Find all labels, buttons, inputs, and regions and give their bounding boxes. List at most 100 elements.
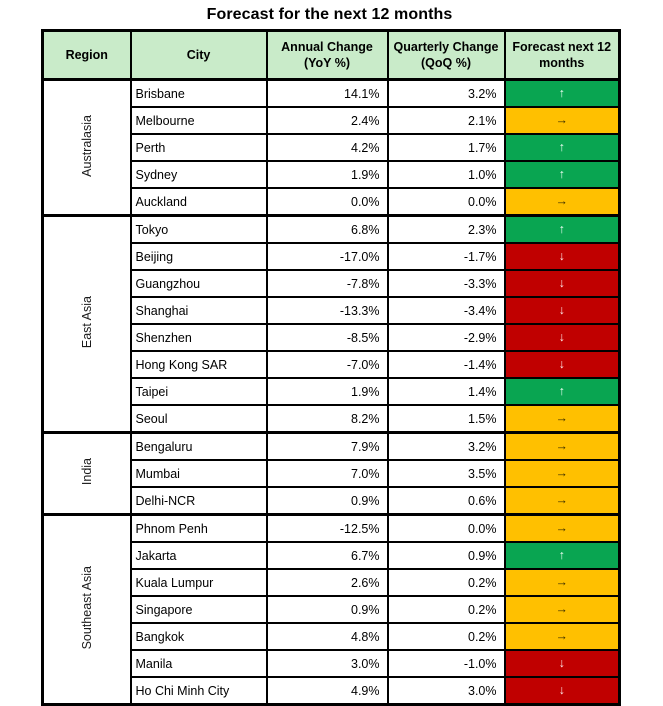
city-name: Manila <box>129 649 268 678</box>
trend-arrow-icon: ↓ <box>503 350 621 379</box>
city-name: Beijing <box>129 242 268 271</box>
city-name: Perth <box>129 133 268 162</box>
yoy-value: 2.6% <box>265 568 389 597</box>
trend-arrow-icon: ↓ <box>503 269 621 298</box>
qoq-value: 0.2% <box>386 595 506 624</box>
region-label-southeast-asia: Southeast Asia <box>41 513 132 706</box>
city-name: Jakarta <box>129 541 268 570</box>
table-row: Shanghai -13.3% -3.4% ↓ <box>43 296 621 325</box>
yoy-value: -17.0% <box>265 242 389 271</box>
region-label-east-asia: East Asia <box>41 214 132 434</box>
qoq-value: 1.7% <box>386 133 506 162</box>
yoy-value: 0.0% <box>265 187 389 217</box>
city-name: Seoul <box>129 404 268 434</box>
city-name: Brisbane <box>129 78 268 108</box>
qoq-value: 0.9% <box>386 541 506 570</box>
yoy-value: 0.9% <box>265 595 389 624</box>
trend-arrow-icon: ↑ <box>503 214 621 244</box>
column-header-forecast: Forecast next 12 months <box>503 29 621 81</box>
region-label: East Asia <box>79 296 94 349</box>
table-row: Hong Kong SAR -7.0% -1.4% ↓ <box>43 350 621 379</box>
qoq-value: 1.4% <box>386 377 506 406</box>
table-row: Mumbai 7.0% 3.5% → <box>43 459 621 488</box>
city-name: Shanghai <box>129 296 268 325</box>
yoy-value: 2.4% <box>265 106 389 135</box>
qoq-value: 0.2% <box>386 622 506 651</box>
city-name: Auckland <box>129 187 268 217</box>
qoq-value: -1.4% <box>386 350 506 379</box>
city-name: Tokyo <box>129 214 268 244</box>
forecast-table: Region City Annual Change (YoY %) Quarte… <box>41 29 621 706</box>
trend-arrow-icon: ↓ <box>503 296 621 325</box>
table-row: Southeast Asia Phnom Penh -12.5% 0.0% → <box>41 513 621 706</box>
city-name: Bengaluru <box>129 431 268 461</box>
region-label: India <box>79 458 94 486</box>
yoy-value: 6.8% <box>265 214 389 244</box>
qoq-value: 2.3% <box>386 214 506 244</box>
table-row: Auckland 0.0% 0.0% → <box>43 187 621 217</box>
city-name: Ho Chi Minh City <box>129 676 268 706</box>
trend-arrow-icon: → <box>503 595 621 624</box>
city-name: Taipei <box>129 377 268 406</box>
column-header-city: City <box>129 29 268 81</box>
qoq-value: 1.5% <box>386 404 506 434</box>
trend-arrow-icon: → <box>503 404 621 434</box>
region-label-australasia: Australasia <box>41 78 132 217</box>
city-name: Melbourne <box>129 106 268 135</box>
trend-arrow-icon: ↑ <box>503 133 621 162</box>
yoy-value: 1.9% <box>265 377 389 406</box>
qoq-value: 2.1% <box>386 106 506 135</box>
table-row: Beijing -17.0% -1.7% ↓ <box>43 242 621 271</box>
yoy-value: 4.2% <box>265 133 389 162</box>
table-row: Kuala Lumpur 2.6% 0.2% → <box>43 568 621 597</box>
table-row: East Asia Tokyo 6.8% 2.3% ↑ <box>41 214 621 434</box>
yoy-value: -8.5% <box>265 323 389 352</box>
qoq-value: 0.0% <box>386 513 506 543</box>
qoq-value: -3.4% <box>386 296 506 325</box>
qoq-value: 0.6% <box>386 486 506 516</box>
trend-arrow-icon: ↑ <box>503 541 621 570</box>
qoq-value: -3.3% <box>386 269 506 298</box>
column-header-yoy: Annual Change (YoY %) <box>265 29 389 81</box>
city-name: Guangzhou <box>129 269 268 298</box>
yoy-value: 1.9% <box>265 160 389 189</box>
table-row: Melbourne 2.4% 2.1% → <box>43 106 621 135</box>
table-row: Shenzhen -8.5% -2.9% ↓ <box>43 323 621 352</box>
page-title: Forecast for the next 12 months <box>206 6 453 23</box>
trend-arrow-icon: ↓ <box>503 323 621 352</box>
qoq-value: -1.0% <box>386 649 506 678</box>
table-row: Jakarta 6.7% 0.9% ↑ <box>43 541 621 570</box>
table-row: Sydney 1.9% 1.0% ↑ <box>43 160 621 189</box>
city-name: Hong Kong SAR <box>129 350 268 379</box>
trend-arrow-icon: ↓ <box>503 676 621 706</box>
trend-arrow-icon: → <box>503 568 621 597</box>
yoy-value: -7.0% <box>265 350 389 379</box>
trend-arrow-icon: ↓ <box>503 242 621 271</box>
yoy-value: 4.9% <box>265 676 389 706</box>
table-row: India Bengaluru 7.9% 3.2% → <box>41 431 621 516</box>
table-row: Taipei 1.9% 1.4% ↑ <box>43 377 621 406</box>
column-header-qoq: Quarterly Change (QoQ %) <box>386 29 506 81</box>
city-name: Mumbai <box>129 459 268 488</box>
trend-arrow-icon: → <box>503 622 621 651</box>
qoq-value: 3.0% <box>386 676 506 706</box>
trend-arrow-icon: → <box>503 513 621 543</box>
region-label: Australasia <box>79 115 94 177</box>
city-name: Delhi-NCR <box>129 486 268 516</box>
yoy-value: -13.3% <box>265 296 389 325</box>
city-name: Sydney <box>129 160 268 189</box>
yoy-value: 7.9% <box>265 431 389 461</box>
city-name: Singapore <box>129 595 268 624</box>
yoy-value: 8.2% <box>265 404 389 434</box>
table-row: Singapore 0.9% 0.2% → <box>43 595 621 624</box>
yoy-value: 6.7% <box>265 541 389 570</box>
qoq-value: 3.2% <box>386 431 506 461</box>
region-label: Southeast Asia <box>79 566 94 650</box>
qoq-value: 0.0% <box>386 187 506 217</box>
trend-arrow-icon: → <box>503 486 621 516</box>
table-row: Seoul 8.2% 1.5% → <box>43 404 621 434</box>
yoy-value: 14.1% <box>265 78 389 108</box>
trend-arrow-icon: ↑ <box>503 78 621 108</box>
table-row: Guangzhou -7.8% -3.3% ↓ <box>43 269 621 298</box>
city-name: Phnom Penh <box>129 513 268 543</box>
